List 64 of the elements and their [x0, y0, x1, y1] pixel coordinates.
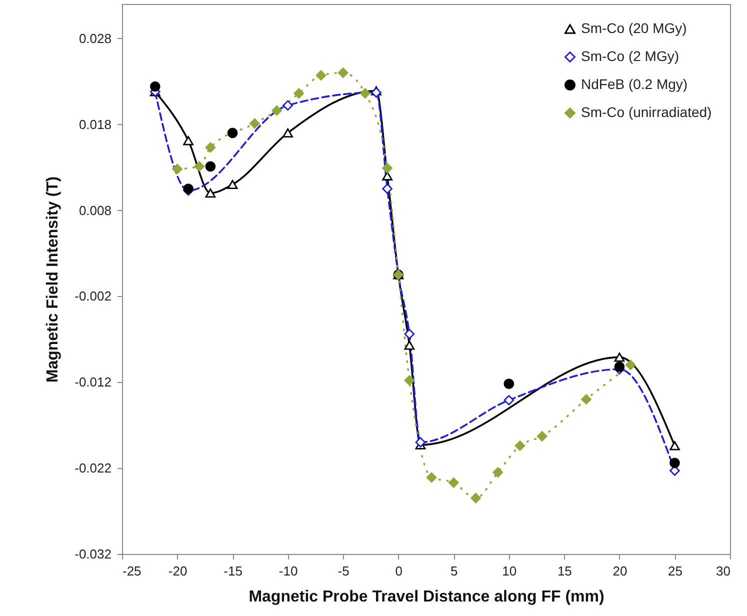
point [294, 88, 304, 99]
point [581, 394, 592, 404]
point [249, 118, 260, 129]
legend-label: Sm-Co (2 MGy) [581, 48, 679, 64]
point [670, 441, 680, 450]
x-tick-label: 25 [668, 564, 682, 578]
point [415, 437, 426, 448]
point [227, 180, 238, 190]
point [404, 328, 415, 340]
point [183, 136, 194, 146]
point [492, 467, 504, 478]
point [272, 105, 282, 116]
point [614, 352, 625, 362]
point [614, 361, 625, 372]
point [316, 70, 326, 80]
point [536, 431, 548, 442]
point [448, 478, 459, 488]
point [382, 171, 392, 180]
y-tick-label: -0.002 [74, 288, 112, 304]
legend-label: NdFeB (0.2 Mgy) [581, 76, 688, 92]
x-axis-title: Magnetic Probe Travel Distance along FF (mm) [248, 588, 604, 606]
point [282, 100, 293, 111]
legend-label: Sm-Co (unirradiated) [581, 104, 712, 120]
point [205, 188, 216, 198]
x-tick-label: -15 [224, 564, 242, 578]
point [514, 440, 526, 451]
x-tick-label: 30 [716, 564, 730, 578]
x-tick-label: 0 [395, 564, 402, 578]
point [625, 360, 636, 370]
point [504, 395, 514, 406]
point [670, 458, 680, 468]
x-tick-label: -10 [278, 564, 298, 578]
x-tick-label: 10 [502, 564, 517, 578]
point [382, 162, 392, 174]
point [194, 161, 205, 172]
y-tick-label: -0.022 [74, 460, 112, 476]
y-tick-label: -0.012 [74, 374, 112, 390]
point [504, 378, 514, 390]
x-tick-label: -20 [168, 564, 188, 578]
point [338, 68, 348, 78]
legend-label: Sm-Co (20 MGy) [581, 20, 687, 36]
point [360, 88, 370, 99]
point [150, 81, 160, 92]
x-tick-label: -25 [122, 564, 142, 578]
point [426, 472, 437, 483]
y-tick-label: 0.008 [78, 202, 112, 218]
point [371, 87, 382, 98]
point [205, 161, 216, 172]
y-axis-title: Magnetic Field Intensity (T) [44, 176, 62, 383]
x-tick-label: 20 [612, 564, 628, 578]
y-tick-label: 0.028 [78, 30, 112, 46]
y-tick-label: -0.032 [74, 546, 112, 562]
x-tick-label: 5 [450, 564, 458, 578]
x-tick-label: -5 [338, 564, 350, 578]
point [404, 340, 415, 350]
x-tick-label: 15 [557, 564, 572, 578]
point [205, 142, 216, 153]
point [282, 128, 293, 138]
y-tick-label: 0.018 [78, 116, 112, 132]
point [382, 184, 392, 194]
point [470, 492, 481, 504]
point [227, 128, 238, 138]
point [404, 375, 415, 386]
point [172, 164, 182, 174]
